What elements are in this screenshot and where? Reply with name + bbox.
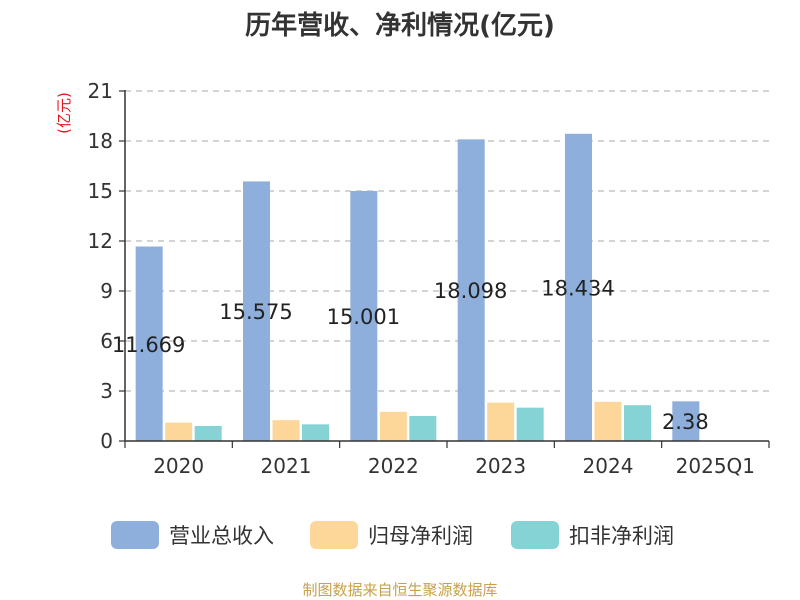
- legend-label: 营业总收入: [169, 524, 274, 548]
- bar: [594, 401, 622, 441]
- y-axis-unit-label: (亿元): [55, 92, 73, 134]
- legend-swatch: [310, 521, 358, 549]
- x-tick-label: 2023: [475, 454, 526, 478]
- bar: [624, 405, 651, 441]
- legend-swatch: [511, 521, 559, 549]
- y-tick-label: 0: [100, 429, 113, 453]
- gridlines: [125, 90, 769, 392]
- bar: [350, 190, 378, 441]
- data-label: 15.001: [327, 305, 400, 329]
- legend: 营业总收入 归母净利润 扣非净利润: [111, 521, 674, 549]
- x-tick-label: 2025Q1: [676, 454, 755, 478]
- data-label: 2.38: [662, 410, 709, 434]
- bar: [165, 422, 193, 441]
- bar: [135, 246, 163, 441]
- chart-title: 历年营收、净利情况(亿元): [245, 10, 555, 41]
- y-tick-label: 3: [100, 379, 113, 403]
- bar: [457, 139, 485, 441]
- y-tick-label: 6: [100, 329, 113, 353]
- data-label: 15.575: [219, 300, 292, 324]
- y-tick-label: 18: [88, 129, 113, 153]
- bar: [272, 420, 300, 441]
- bar: [487, 402, 515, 441]
- x-tick-label: 2024: [583, 454, 634, 478]
- bar: [565, 133, 592, 441]
- bar: [516, 407, 544, 441]
- bar: [409, 416, 437, 441]
- legend-label: 归母净利润: [368, 524, 473, 548]
- y-tick-label: 21: [88, 79, 113, 103]
- data-label: 11.669: [112, 333, 185, 357]
- legend-swatch: [111, 521, 159, 549]
- x-tick-label: 2022: [368, 454, 419, 478]
- bar: [194, 426, 222, 441]
- bar: [672, 401, 700, 441]
- bar: [243, 181, 270, 441]
- y-tick-label: 12: [88, 229, 113, 253]
- source-note: 制图数据来自恒生聚源数据库: [302, 581, 497, 599]
- legend-label: 扣非净利润: [569, 524, 674, 548]
- x-tick-label: 2020: [153, 454, 204, 478]
- data-label: 18.098: [434, 279, 507, 303]
- bars: [135, 133, 700, 441]
- y-tick-label: 15: [88, 179, 113, 203]
- x-tick-label: 2021: [261, 454, 312, 478]
- data-label: 18.434: [541, 276, 614, 300]
- bar: [302, 424, 329, 441]
- data-labels: 11.669 15.575 15.001 18.098 18.434 2.38: [112, 276, 709, 434]
- axes: 0 3 6 9 12 15 18 21 2020 2021 2022 2023 2024 2025Q1: [88, 79, 770, 478]
- y-tick-label: 9: [100, 279, 113, 303]
- bar: [379, 411, 407, 441]
